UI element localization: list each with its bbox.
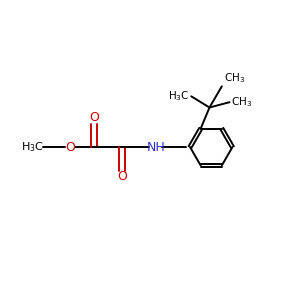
Text: H$_3$C: H$_3$C [168, 89, 190, 103]
Text: O: O [65, 141, 75, 154]
Text: NH: NH [146, 141, 165, 154]
Text: CH$_3$: CH$_3$ [224, 71, 245, 85]
Text: CH$_3$: CH$_3$ [231, 95, 253, 109]
Text: O: O [89, 111, 99, 124]
Text: H$_3$C: H$_3$C [21, 140, 44, 154]
Text: O: O [117, 170, 127, 183]
